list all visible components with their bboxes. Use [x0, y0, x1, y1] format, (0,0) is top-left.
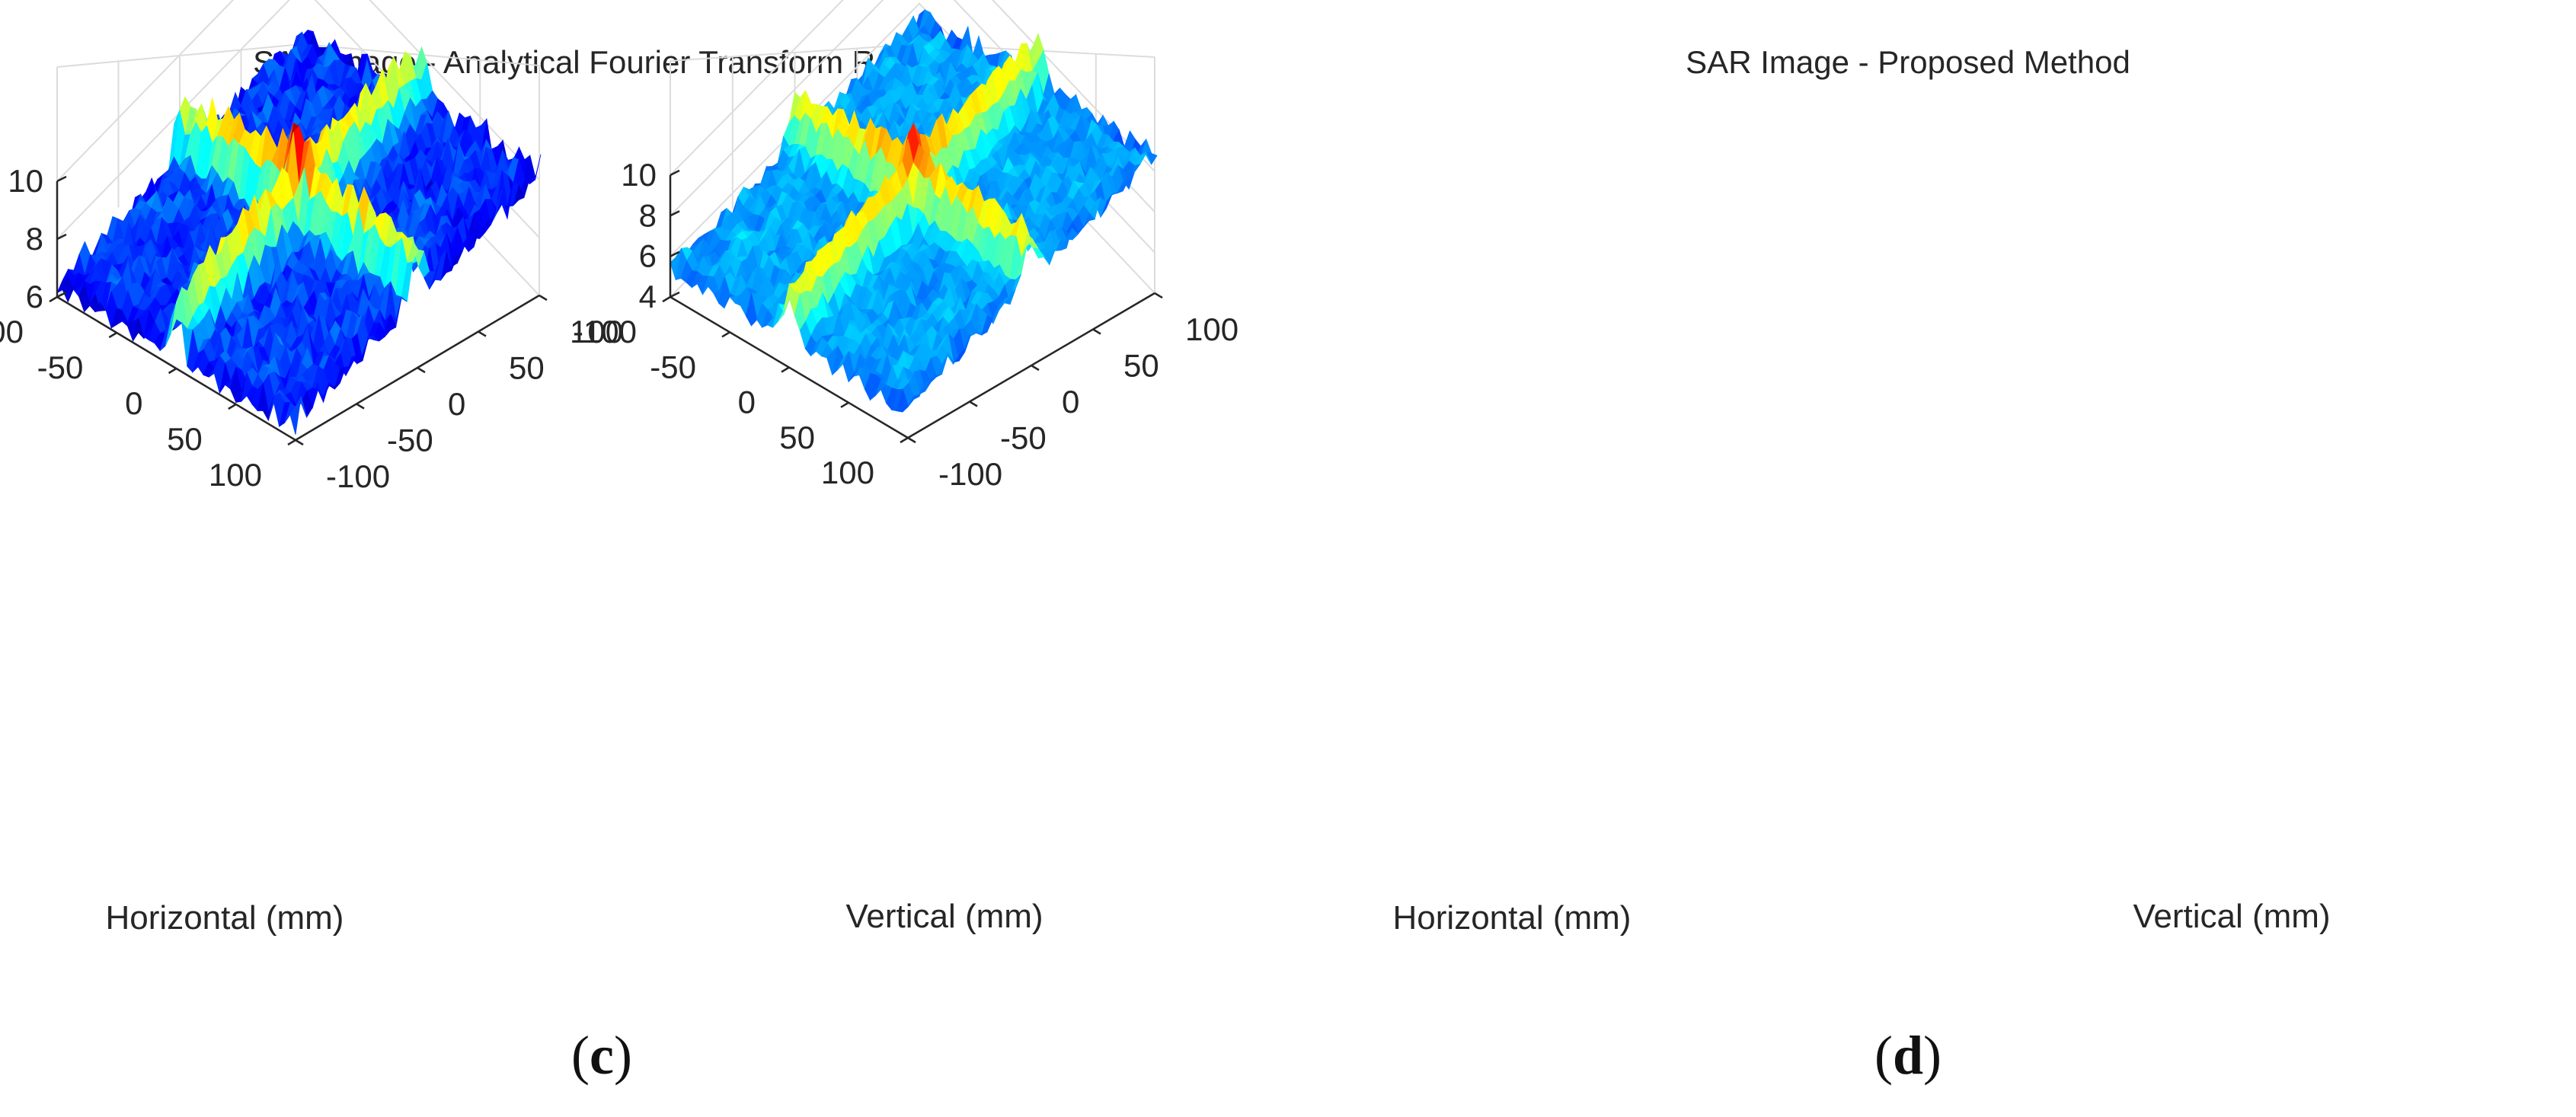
z-tick — [670, 291, 680, 298]
y-tick-label: -100 — [938, 456, 1002, 492]
y-tick — [295, 439, 304, 446]
panel-d: SAR Image - Proposed Method -100-5005010… — [573, 0, 2331, 1086]
x-tick-label: 0 — [738, 385, 756, 420]
panel-c: SAR Image - Analytical Fourier Transform… — [0, 0, 1044, 1086]
x-tick-label: 50 — [779, 420, 815, 455]
panel-d-title: SAR Image - Proposed Method — [1686, 44, 2130, 80]
x-tick — [781, 366, 790, 373]
z-tick — [56, 233, 67, 241]
x-tick — [662, 295, 671, 303]
z-tick-label: 10 — [8, 163, 43, 199]
panel-c-xlabel: Horizontal (mm) — [106, 899, 344, 937]
y-tick-label: 50 — [509, 350, 545, 386]
x-tick — [49, 295, 58, 303]
z-tick — [56, 291, 67, 298]
grid-line — [670, 0, 1155, 176]
panel-c-label: (c) — [571, 1025, 632, 1086]
y-tick-label: -100 — [326, 458, 390, 494]
y-tick — [478, 330, 487, 337]
y-tick-label: -50 — [387, 423, 433, 458]
x-tick — [900, 436, 909, 444]
x-tick — [108, 331, 117, 339]
z-tick — [670, 210, 680, 217]
x-tick — [721, 331, 730, 338]
z-tick — [670, 251, 680, 257]
panel-c-surface — [56, 30, 542, 435]
z-tick-label: 8 — [26, 221, 43, 257]
y-tick-label: -50 — [1000, 420, 1047, 456]
x-tick-label: 100 — [821, 455, 874, 490]
x-tick-label: -50 — [650, 349, 696, 385]
panel-d-surface — [670, 8, 1158, 413]
y-tick — [1031, 364, 1040, 372]
y-tick-label: 100 — [1185, 311, 1238, 347]
y-tick-label: 0 — [448, 386, 465, 422]
y-tick — [417, 366, 426, 374]
x-tick-label: 100 — [209, 457, 262, 493]
x-tick-label: 0 — [125, 385, 142, 421]
z-tick-label: 6 — [639, 238, 657, 274]
panel-d-label: (d) — [1874, 1025, 1942, 1086]
z-tick-label: 8 — [639, 197, 657, 233]
surface-patch — [902, 399, 914, 413]
z-tick — [670, 169, 680, 177]
z-tick-label: 6 — [26, 279, 43, 314]
panel-c-ylabel: Vertical (mm) — [845, 898, 1043, 935]
y-tick-label: 50 — [1123, 348, 1159, 384]
y-tick — [1092, 328, 1101, 335]
x-tick — [840, 401, 849, 408]
x-tick-label: -100 — [0, 314, 24, 349]
z-tick-label: 4 — [639, 279, 657, 314]
y-tick — [356, 403, 365, 410]
z-tick-label: 10 — [621, 157, 657, 193]
grid-line — [56, 0, 540, 182]
z-tick — [56, 175, 67, 183]
y-tick — [1154, 292, 1163, 299]
x-tick — [228, 403, 237, 410]
x-tick-label: -100 — [573, 314, 637, 349]
x-tick-label: -50 — [37, 349, 84, 385]
y-tick — [539, 294, 548, 302]
surface-patch — [289, 396, 302, 435]
x-tick — [287, 439, 296, 446]
panel-d-xlabel: Horizontal (mm) — [1393, 899, 1632, 937]
x-tick — [168, 367, 177, 375]
y-tick — [969, 401, 978, 407]
y-tick — [907, 436, 916, 444]
y-tick-label: 100 — [570, 314, 623, 349]
panel-d-ylabel: Vertical (mm) — [2133, 898, 2330, 935]
y-tick-label: 0 — [1062, 384, 1079, 420]
x-tick-label: 50 — [167, 421, 203, 457]
